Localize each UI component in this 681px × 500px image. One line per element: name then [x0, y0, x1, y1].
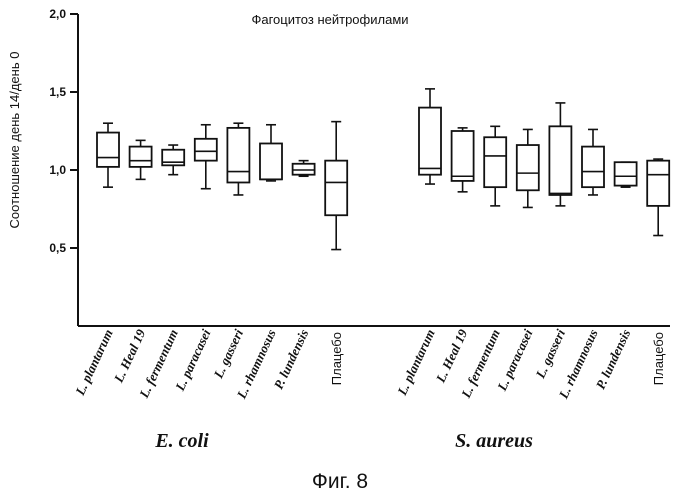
box-iqr [128, 145, 153, 168]
box-iqr [193, 137, 218, 162]
x-tick-label: Плацебо [329, 332, 344, 385]
box-s-aureus-l-heal-19 [450, 127, 475, 193]
y-axis-label: Соотношение день 14/день 0 [7, 52, 22, 229]
box-iqr [96, 131, 120, 168]
box-s-aureus-l-rhamnosus [581, 128, 605, 196]
box-e-coli-l-rhamnosus [259, 123, 283, 182]
box-s-aureus-l-fermentum [483, 125, 508, 207]
box-iqr [418, 106, 442, 176]
box-iqr [226, 126, 251, 184]
box-s-aureus-l-paracasei [515, 128, 540, 209]
box-e-coli-плацебо [324, 120, 349, 251]
x-tick-label: L. gasseri [532, 327, 568, 382]
x-tick-label: L. gasseri [210, 327, 246, 382]
chart-title: Фагоцитоз нейтрофилами [251, 12, 408, 27]
box-e-coli-l-heal-19 [128, 139, 153, 181]
box-s-aureus-плацебо [646, 158, 671, 237]
x-tick-label: Плацебо [651, 332, 666, 385]
group-label-e-coli: E. coli [154, 430, 209, 452]
group-label-s-aureus: S. aureus [455, 430, 533, 452]
box-e-coli-l-paracasei [193, 123, 218, 190]
y-tick-label: 1,0 [49, 163, 66, 177]
box-iqr [450, 130, 475, 182]
x-tick-label: L. plantarum [394, 327, 438, 398]
box-s-aureus-p-lundensis [613, 161, 638, 188]
box-iqr [646, 159, 671, 207]
box-iqr [515, 144, 540, 192]
box-e-coli-l-fermentum [161, 144, 186, 176]
box-e-coli-l-gasseri [226, 122, 251, 196]
box-s-aureus-l-gasseri [548, 102, 573, 207]
box-iqr [581, 145, 605, 189]
y-tick-label: 0,5 [49, 241, 66, 255]
box-iqr [548, 125, 573, 196]
box-iqr [613, 161, 638, 187]
box-iqr [259, 142, 283, 181]
x-tick-label: L. Heal 19 [110, 326, 148, 385]
x-tick-label: L. Heal 19 [432, 326, 470, 385]
box-s-aureus-l-plantarum [418, 88, 442, 185]
y-tick-label: 2,0 [49, 7, 66, 21]
x-tick-label: L. plantarum [72, 327, 116, 398]
box-e-coli-l-plantarum [96, 122, 120, 188]
box-e-coli-p-lundensis [291, 159, 316, 178]
box-plots [96, 88, 671, 251]
box-iqr [324, 159, 349, 217]
figure-caption: Фиг. 8 [312, 470, 368, 493]
y-tick-label: 1,5 [49, 85, 66, 99]
box-iqr [483, 136, 508, 189]
y-ticks: 0,5 1,0 1,5 2,0 [49, 7, 78, 255]
